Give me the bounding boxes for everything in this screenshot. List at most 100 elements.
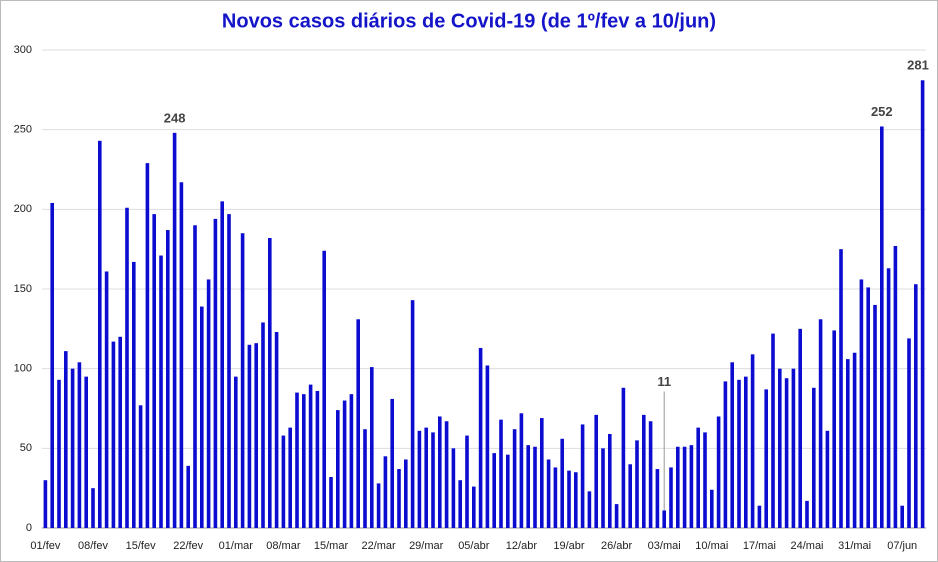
x-tick-label: 03/mai: [648, 540, 681, 552]
bar: [213, 218, 218, 529]
bar: [655, 469, 660, 528]
bar: [417, 430, 422, 528]
value-label: 281: [907, 58, 929, 73]
y-tick-label: 250: [14, 124, 32, 136]
bar: [791, 368, 796, 528]
bar: [859, 279, 864, 528]
bar: [907, 338, 911, 528]
bar: [438, 416, 442, 528]
bar: [900, 505, 904, 528]
bar: [424, 427, 428, 528]
x-tick-label: 05/abr: [458, 540, 490, 552]
bar: [676, 446, 680, 528]
bar: [886, 268, 891, 528]
bar: [778, 368, 782, 528]
bar: [376, 483, 381, 528]
x-tick-label: 01/mar: [219, 540, 254, 552]
bar: [839, 249, 843, 528]
bar: [281, 435, 286, 528]
bar: [268, 238, 272, 528]
bar: [193, 225, 197, 528]
bar: [764, 389, 768, 528]
bar: [784, 378, 789, 528]
x-tick-label: 01/fev: [30, 540, 60, 552]
x-tick-label: 12/abr: [506, 540, 538, 552]
bar: [682, 446, 687, 528]
bar: [84, 376, 88, 528]
x-tick-label: 24/mai: [790, 540, 823, 552]
x-tick-label: 22/mar: [361, 540, 396, 552]
bar: [499, 419, 503, 528]
bar: [696, 427, 700, 528]
bar: [730, 362, 734, 528]
bar: [370, 367, 374, 528]
bar: [166, 230, 170, 528]
bar: [914, 284, 918, 528]
bar: [315, 390, 320, 528]
bar: [750, 354, 755, 528]
value-label: 11: [657, 374, 671, 389]
bar: [118, 336, 122, 528]
bar: [254, 343, 258, 528]
bar: [70, 368, 75, 528]
bar: [451, 448, 456, 528]
y-tick-label: 200: [14, 203, 32, 215]
bar: [798, 328, 802, 528]
bar: [812, 387, 816, 528]
bar: [608, 433, 612, 528]
bar: [546, 459, 551, 528]
bar: [308, 384, 313, 528]
bar: [710, 489, 714, 528]
x-tick-label: 08/mar: [266, 540, 301, 552]
bar: [444, 421, 449, 528]
bar: [397, 469, 401, 528]
bar: [744, 376, 748, 528]
bar: [458, 480, 462, 528]
bar: [186, 465, 190, 528]
bar: [478, 347, 483, 528]
bar: [723, 381, 728, 528]
bar: [852, 352, 857, 528]
bar: [64, 351, 68, 528]
bar: [329, 477, 333, 528]
bar: [771, 333, 775, 528]
bar: [240, 233, 245, 528]
bar: [356, 319, 360, 528]
x-tick-label: 22/fev: [173, 540, 203, 552]
bar: [152, 214, 156, 528]
bar: [574, 472, 578, 528]
bar: [57, 379, 61, 528]
bar: [336, 410, 340, 528]
bar: [200, 306, 204, 528]
bar: [227, 214, 231, 528]
bar: [50, 202, 54, 528]
bar: [880, 126, 884, 528]
bar: [519, 413, 524, 528]
bar: [138, 405, 143, 528]
bar: [635, 440, 639, 528]
x-tick-label: 15/mar: [314, 540, 349, 552]
x-tick-label: 10/mai: [695, 540, 728, 552]
bar: [159, 255, 163, 529]
bar: [689, 445, 694, 528]
bar: [485, 365, 490, 528]
bar: [125, 207, 129, 529]
bar: [179, 182, 184, 528]
y-tick-label: 300: [14, 44, 32, 56]
bar: [104, 271, 109, 528]
bar: [349, 394, 354, 528]
bar: [757, 505, 762, 528]
bar: [832, 330, 836, 528]
bar: [873, 304, 877, 528]
bar: [247, 344, 252, 528]
bar: [737, 379, 741, 528]
x-tick-label: 15/fev: [126, 540, 156, 552]
bar: [526, 445, 530, 528]
bar: [322, 250, 326, 528]
bar: [716, 416, 721, 528]
bar: [43, 480, 48, 528]
bar: [594, 414, 598, 528]
bar: [825, 430, 830, 528]
bar: [404, 459, 408, 528]
